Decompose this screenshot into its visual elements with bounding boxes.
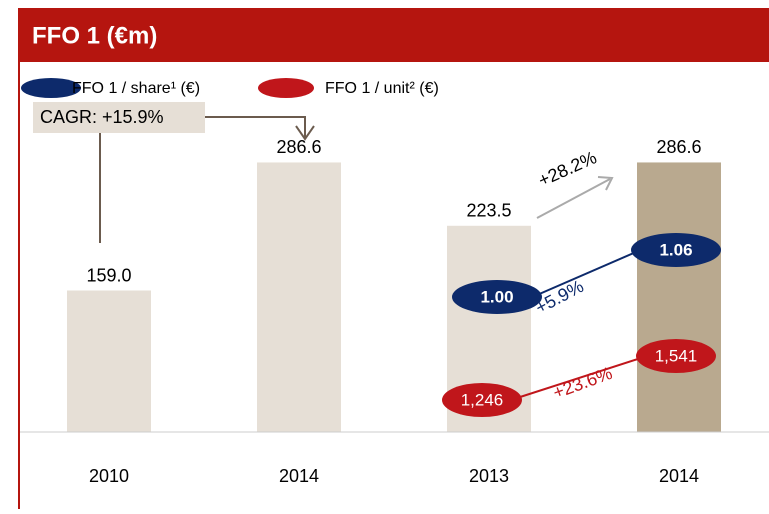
bar bbox=[637, 162, 721, 433]
bar bbox=[67, 290, 151, 432]
legend-swatch bbox=[21, 78, 81, 98]
series-connector bbox=[516, 357, 642, 399]
legend-label: FFO 1 / share¹ (€) bbox=[72, 80, 200, 97]
series-change-label: +23.6% bbox=[550, 363, 615, 403]
series-value-label: 1.06 bbox=[659, 240, 692, 259]
cagr-arrowhead bbox=[295, 125, 315, 141]
value-label: 286.6 bbox=[276, 137, 321, 157]
series-connector bbox=[536, 251, 637, 296]
x-tick-label: 2010 bbox=[89, 466, 129, 486]
series-value-label: 1,541 bbox=[655, 346, 698, 365]
value-label: 159.0 bbox=[86, 265, 131, 285]
cagr-label: CAGR: +15.9% bbox=[40, 107, 164, 127]
bar bbox=[257, 162, 341, 433]
series-value-label: 1.00 bbox=[480, 287, 513, 306]
series-marker bbox=[631, 233, 721, 267]
cagr-arrow bbox=[205, 116, 306, 138]
series-marker bbox=[452, 280, 542, 314]
x-tick-label: 2013 bbox=[469, 466, 509, 486]
growth-label: +28.2% bbox=[535, 147, 599, 190]
series-value-label: 1,246 bbox=[461, 390, 504, 409]
x-tick-label: 2014 bbox=[279, 466, 319, 486]
value-label: 223.5 bbox=[466, 201, 511, 221]
chart-title: FFO 1 (€m) bbox=[32, 22, 157, 49]
x-tick-label: 2014 bbox=[659, 466, 699, 486]
series-marker bbox=[442, 383, 522, 417]
series-change-label: +5.9% bbox=[532, 276, 587, 318]
value-label: 286.6 bbox=[656, 137, 701, 157]
growth-arrowhead bbox=[597, 176, 614, 191]
growth-arrow bbox=[536, 178, 611, 219]
series-marker bbox=[636, 339, 716, 373]
cagr-box bbox=[33, 102, 205, 133]
legend-swatch bbox=[258, 78, 314, 98]
header-band bbox=[18, 8, 769, 62]
legend-label: FFO 1 / unit² (€) bbox=[325, 80, 439, 97]
